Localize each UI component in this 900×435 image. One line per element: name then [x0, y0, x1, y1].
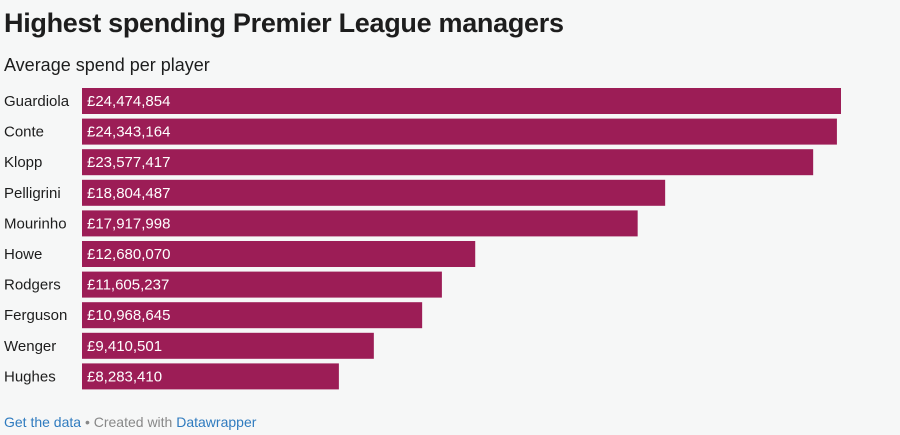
category-label: Conte: [4, 124, 44, 141]
category-label: Guardiola: [4, 93, 70, 110]
bar: [82, 118, 837, 145]
value-label: £8,283,410: [87, 368, 162, 385]
category-label: Pelligrini: [4, 185, 61, 202]
datawrapper-link[interactable]: Datawrapper: [176, 414, 257, 430]
value-label: £24,343,164: [87, 124, 170, 141]
category-label: Wenger: [4, 338, 56, 355]
bar: [82, 332, 374, 359]
bar: [82, 302, 423, 329]
bar: [82, 271, 442, 298]
value-label: £24,474,854: [87, 93, 170, 110]
bar: [82, 210, 638, 237]
value-label: £9,410,501: [87, 338, 162, 355]
chart-subtitle: Average spend per player: [4, 55, 210, 75]
footer: Get the data • Created with Datawrapper: [4, 414, 256, 430]
get-the-data-link[interactable]: Get the data: [4, 414, 82, 430]
bar: [82, 363, 339, 390]
footer-credit: • Created with: [81, 414, 177, 430]
bar: [82, 179, 666, 206]
category-label: Hughes: [4, 368, 56, 385]
category-label: Ferguson: [4, 307, 67, 324]
value-label: £23,577,417: [87, 154, 170, 171]
value-label: £17,917,998: [87, 215, 170, 232]
bar: [82, 241, 476, 267]
value-label: £10,968,645: [87, 307, 170, 324]
category-label: Klopp: [4, 154, 42, 171]
bar: [82, 88, 841, 114]
value-label: £12,680,070: [87, 246, 170, 263]
value-label: £18,804,487: [87, 185, 170, 202]
category-label: Howe: [4, 246, 42, 263]
bar: [82, 149, 814, 176]
category-label: Rodgers: [4, 277, 61, 294]
category-label: Mourinho: [4, 215, 67, 232]
chart-title: Highest spending Premier League managers: [4, 8, 564, 38]
value-label: £11,605,237: [87, 277, 169, 294]
